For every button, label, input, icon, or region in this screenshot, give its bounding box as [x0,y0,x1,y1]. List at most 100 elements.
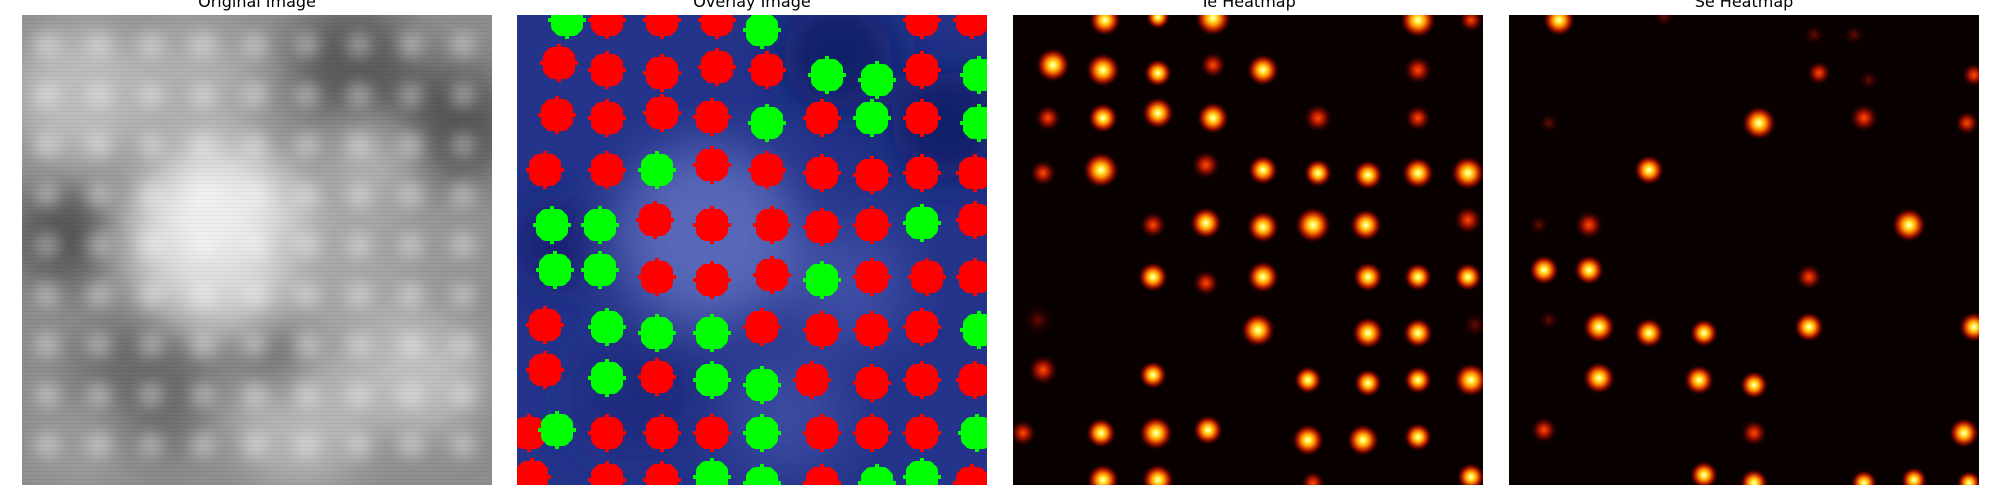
te-heatmap-panel [1013,15,1483,485]
heat-spot [1354,369,1382,397]
heat-spot [1200,52,1226,78]
heat-spot [1142,97,1174,129]
red-marker [853,206,891,244]
red-marker [793,361,831,399]
red-marker [693,206,731,244]
heat-spot [1804,25,1824,45]
red-marker [903,99,941,137]
green-marker [581,251,619,289]
red-marker [748,151,786,189]
red-marker [588,99,626,137]
heat-spot [1463,313,1483,337]
original-image-title: Original Image [198,0,316,11]
green-marker [548,15,586,39]
green-marker [743,414,781,452]
heat-spot [1454,263,1482,291]
green-marker [858,464,896,485]
heat-spot [1193,270,1219,296]
green-marker [748,104,786,142]
heat-spot [1454,206,1482,234]
heat-spot [1690,461,1718,485]
green-marker [588,308,626,346]
heat-spot [1402,157,1434,189]
heat-spot [1400,15,1436,38]
red-marker [956,258,987,296]
red-marker [643,94,681,132]
heat-spot [1404,423,1432,451]
green-marker [743,366,781,404]
heat-spot [1353,160,1383,190]
green-marker [693,314,731,352]
green-marker [903,458,941,485]
red-marker [853,364,891,402]
heat-spot [1740,371,1768,399]
red-marker [803,154,841,192]
heat-spot [1089,15,1121,36]
red-marker [538,96,576,134]
heat-spot [1347,424,1379,456]
green-marker [638,314,676,352]
heat-spot [1247,261,1279,293]
red-marker [753,206,791,244]
overlay-image [517,15,987,485]
green-marker [743,15,781,49]
red-marker [853,156,891,194]
heat-spot [1574,255,1604,285]
heat-spot [1740,469,1768,485]
green-marker [743,464,781,485]
red-marker [693,261,731,299]
heat-spot [1583,311,1615,343]
heat-spot [1844,25,1864,45]
heat-spot [1241,313,1275,347]
red-marker [693,146,731,184]
heat-spot [1859,70,1879,90]
red-marker [526,306,564,344]
heat-spot [1197,102,1229,134]
red-marker [853,414,891,452]
heat-spot [1404,366,1432,394]
heat-spot [1807,61,1831,85]
green-marker [903,204,941,242]
heat-spot [1023,305,1053,335]
green-marker [538,411,576,449]
green-marker [853,99,891,137]
overlay-image-panel [517,15,987,485]
green-marker [638,151,676,189]
se-heatmap [1509,15,1979,485]
red-marker [853,258,891,296]
red-marker [643,15,681,39]
heat-spot [1195,15,1231,36]
red-marker [956,361,987,399]
heat-spot [1193,415,1223,445]
original-image-panel [22,15,492,485]
heat-spot [1684,365,1714,395]
red-marker [638,258,676,296]
heat-spot [1404,56,1432,84]
heat-spot [1405,105,1431,131]
green-marker [588,359,626,397]
heat-spot [1301,471,1325,485]
red-marker [698,15,736,39]
heat-spot [1304,159,1332,187]
heat-spot [1634,155,1664,185]
heat-spot [1294,366,1322,394]
heat-spot [1957,471,1979,485]
heat-spot [1949,418,1979,448]
red-marker [956,201,987,239]
red-marker [953,464,987,485]
red-marker [803,99,841,137]
heat-spot [1451,156,1483,190]
red-marker [588,414,626,452]
red-marker [903,15,941,39]
red-marker [638,358,676,396]
heat-spot [1454,363,1483,397]
red-marker [956,154,987,192]
heat-spot [1531,417,1557,443]
heat-spot [1583,362,1615,394]
red-marker [643,54,681,92]
red-marker [526,151,564,189]
heat-spot [1529,255,1559,285]
heat-spot [1247,54,1279,86]
heat-spot [1851,470,1877,485]
green-marker [960,311,987,349]
